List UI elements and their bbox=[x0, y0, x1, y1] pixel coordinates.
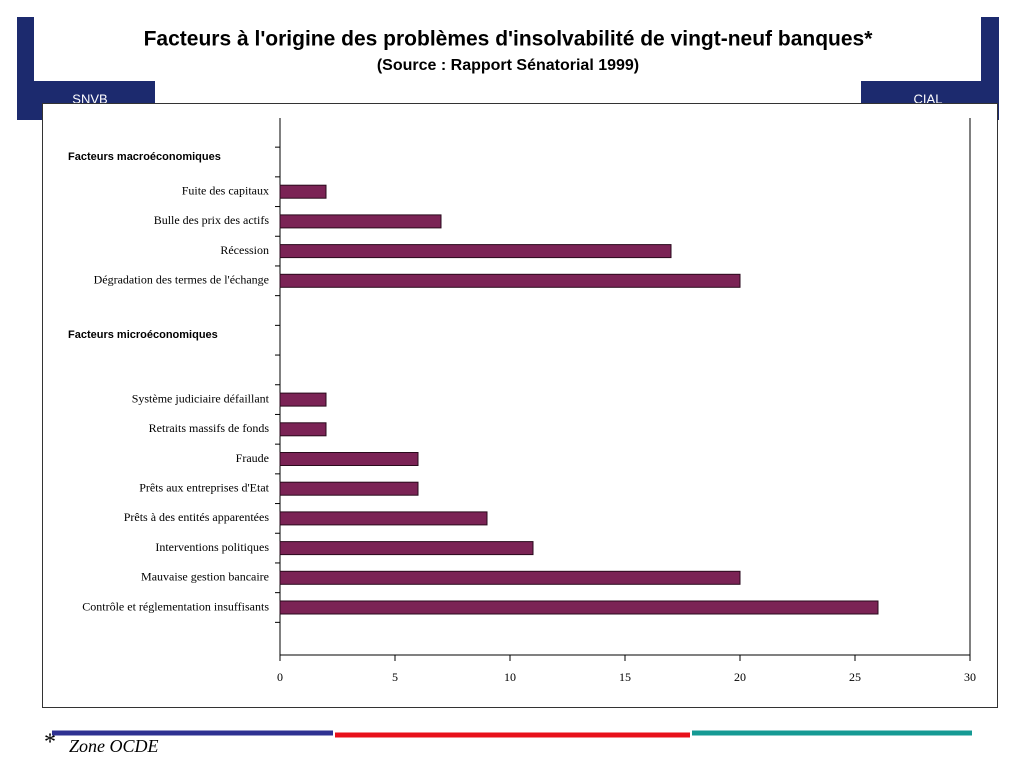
title: Facteurs à l'origine des problèmes d'ins… bbox=[144, 28, 874, 51]
x-tick-label: 0 bbox=[277, 670, 283, 684]
header-band bbox=[34, 17, 981, 81]
y-tick-label: Contrôle et réglementation insuffisants bbox=[82, 599, 269, 613]
y-tick-label: Récession bbox=[220, 243, 269, 257]
group-header: Facteurs macroéconomiques bbox=[68, 151, 221, 163]
y-tick-label: Retraits massifs de fonds bbox=[149, 421, 270, 435]
bar bbox=[279, 541, 534, 556]
y-tick-label: Système judiciaire défaillant bbox=[132, 391, 270, 405]
y-tick-label: Bulle des prix des actifs bbox=[154, 213, 270, 227]
bar bbox=[279, 244, 672, 259]
y-tick-label: Interventions politiques bbox=[155, 540, 269, 554]
x-tick-label: 10 bbox=[504, 670, 516, 684]
bar bbox=[279, 481, 419, 496]
footnote-mark: * bbox=[44, 730, 56, 756]
bar bbox=[279, 422, 327, 437]
x-tick-label: 5 bbox=[392, 670, 398, 684]
logo-left: SNVB bbox=[72, 91, 107, 106]
logo-right: CIAL bbox=[914, 91, 943, 106]
footnote-text: Zone OCDE bbox=[69, 736, 159, 756]
y-tick-label: Fraude bbox=[236, 451, 269, 465]
subtitle: (Source : Rapport Sénatorial 1999) bbox=[377, 57, 639, 74]
bar bbox=[279, 600, 879, 615]
bar bbox=[279, 273, 741, 288]
bar bbox=[279, 452, 419, 466]
x-tick-label: 20 bbox=[734, 670, 746, 684]
x-tick-label: 25 bbox=[849, 670, 861, 684]
bar bbox=[279, 184, 327, 199]
bar bbox=[279, 511, 488, 526]
y-tick-label: Prêts aux entreprises d'Etat bbox=[139, 480, 269, 494]
y-tick-label: Mauvaise gestion bancaire bbox=[141, 570, 269, 584]
group-header: Facteurs microéconomiques bbox=[68, 329, 218, 341]
plot: Facteurs macroéconomiques Fuite des capit… bbox=[68, 118, 976, 684]
bar bbox=[279, 214, 442, 229]
y-tick-label: Prêts à des entités apparentées bbox=[124, 510, 270, 524]
y-tick-label: Fuite des capitaux bbox=[182, 183, 269, 197]
x-tick-label: 30 bbox=[964, 670, 976, 684]
bar bbox=[279, 570, 741, 585]
y-tick-label: Dégradation des termes de l'échange bbox=[94, 273, 269, 287]
bar bbox=[279, 392, 327, 407]
x-tick-label: 15 bbox=[619, 670, 631, 684]
